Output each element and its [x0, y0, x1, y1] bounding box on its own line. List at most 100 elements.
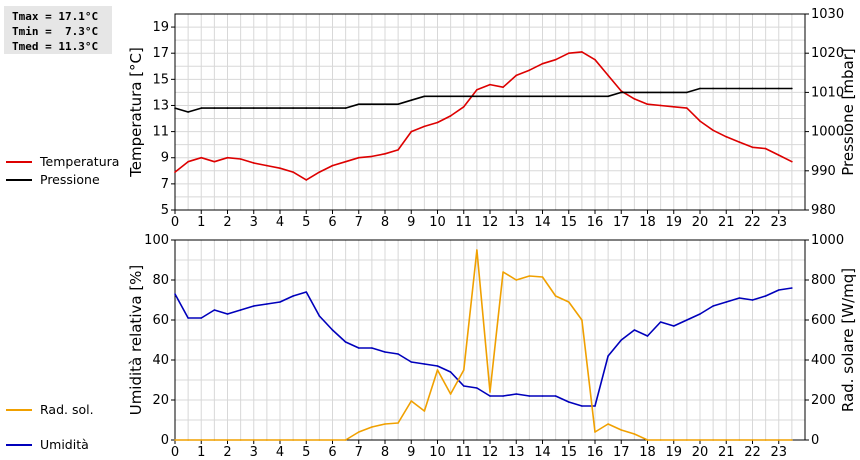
data-point: [659, 104, 662, 107]
data-point: [567, 401, 570, 403]
x-tick-label: 1: [197, 215, 205, 230]
y-tick-label: 40: [152, 353, 169, 368]
legend-umidita: Umidità: [6, 437, 89, 452]
data-point: [462, 369, 465, 371]
data-point: [672, 325, 675, 327]
x-tick-label: 23: [770, 215, 787, 230]
data-point: [764, 87, 767, 90]
data-point: [528, 275, 531, 277]
data-point: [410, 361, 413, 363]
data-point: [279, 107, 281, 109]
data-point: [266, 107, 268, 109]
data-point: [725, 301, 728, 303]
y-tick-label: 9: [161, 151, 169, 166]
y-right-tick-label: 0: [811, 433, 819, 448]
y-right-tick-label: 200: [811, 393, 836, 408]
data-point: [410, 99, 413, 102]
x-tick-label: 7: [355, 445, 363, 460]
data-point: [436, 95, 439, 98]
data-point: [672, 91, 675, 94]
data-point: [633, 98, 636, 100]
data-point: [187, 160, 189, 163]
data-point: [633, 91, 636, 94]
data-point: [659, 91, 662, 94]
data-point: [344, 439, 347, 441]
data-point: [607, 95, 609, 98]
x-tick-label: 18: [639, 215, 656, 230]
data-point: [252, 305, 255, 307]
y-right-tick-label: 1010: [811, 85, 844, 100]
data-point: [397, 149, 399, 151]
data-point: [502, 86, 504, 88]
data-point: [331, 164, 334, 167]
y-right-tick-label: 980: [811, 203, 836, 218]
data-point: [239, 439, 242, 441]
x-tick-label: 20: [692, 215, 709, 230]
x-tick-label: 16: [587, 215, 604, 230]
series-line-pressione: [174, 87, 792, 113]
data-point: [213, 309, 216, 311]
data-point: [489, 391, 491, 393]
data-point: [462, 385, 465, 387]
data-point: [344, 107, 347, 109]
data-point: [318, 171, 321, 173]
data-point: [252, 162, 255, 164]
y-right-tick-label: 1000: [811, 125, 844, 140]
y-tick-label: 7: [161, 177, 169, 192]
data-point: [567, 301, 570, 303]
legend-temperatura-label: Temperatura: [40, 154, 120, 169]
data-point: [187, 317, 189, 319]
data-point: [541, 276, 544, 278]
data-point: [725, 136, 728, 138]
data-point: [725, 87, 728, 90]
data-point: [777, 154, 780, 156]
data-point: [174, 293, 176, 295]
data-point: [423, 363, 426, 365]
data-point: [554, 395, 557, 397]
data-point: [187, 111, 189, 113]
data-point: [620, 339, 623, 341]
data-point: [764, 439, 767, 441]
data-point: [449, 95, 452, 98]
legend-radsol-label: Rad. sol.: [40, 402, 94, 417]
data-point: [567, 95, 570, 98]
data-point: [725, 439, 728, 441]
data-point: [672, 439, 675, 441]
data-point: [581, 319, 583, 321]
y-tick-label: 19: [152, 20, 169, 35]
data-point: [449, 371, 452, 373]
data-point: [712, 129, 714, 132]
data-point: [226, 313, 229, 315]
y-tick-label: 80: [152, 273, 169, 288]
tmin-text: Tmin = 7.3°C: [12, 25, 99, 38]
y-right-tick-label: 600: [811, 313, 836, 328]
y-tick-label: 17: [152, 46, 169, 61]
data-point: [305, 107, 308, 109]
data-point: [213, 439, 216, 441]
legend-temperatura: Temperatura: [6, 154, 119, 169]
y-right-tick-label: 800: [811, 273, 836, 288]
data-point: [528, 69, 531, 71]
data-point: [699, 120, 701, 122]
data-point: [712, 439, 714, 441]
data-point: [423, 410, 426, 412]
x-tick-label: 21: [718, 215, 735, 230]
x-tick-label: 4: [276, 215, 284, 230]
data-point: [292, 439, 294, 441]
tmax-text: Tmax = 17.1°C: [12, 10, 99, 23]
data-point: [371, 426, 373, 428]
data-point: [594, 95, 596, 98]
x-tick-label: 23: [770, 445, 787, 460]
data-point: [764, 295, 767, 297]
data-point: [462, 105, 465, 108]
y-right-tick-label: 400: [811, 353, 836, 368]
legend-radsol: Rad. sol.: [6, 402, 94, 417]
x-tick-label: 11: [455, 215, 472, 230]
data-point: [554, 95, 557, 98]
legend-radsol-swatch: [6, 408, 32, 411]
data-point: [462, 95, 465, 98]
data-point: [476, 95, 478, 98]
x-tick-label: 15: [560, 445, 577, 460]
data-point: [410, 130, 413, 133]
data-point: [279, 439, 281, 441]
